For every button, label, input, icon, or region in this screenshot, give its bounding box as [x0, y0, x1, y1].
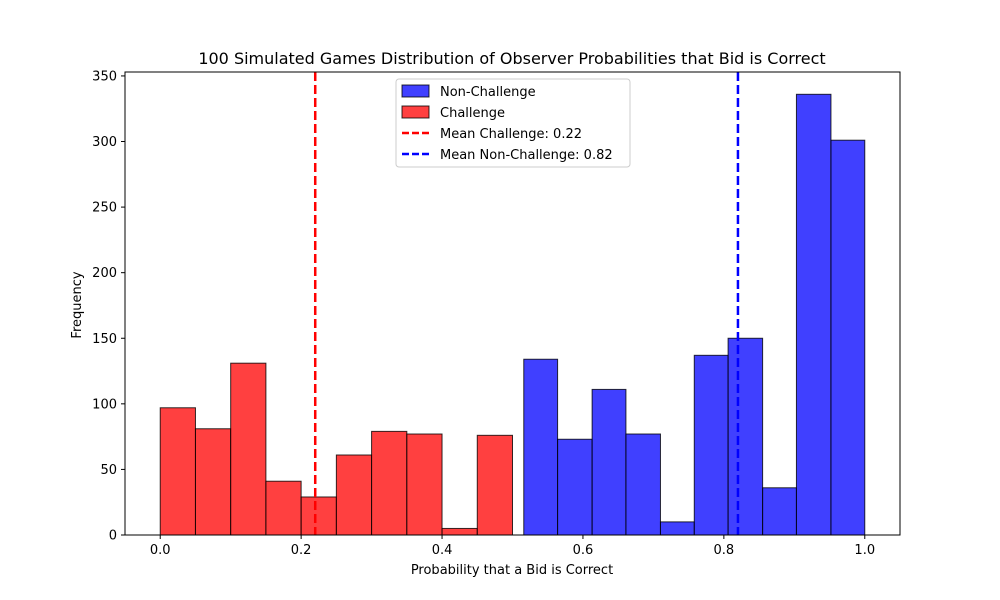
histogram-bar-challenge-1	[194, 428, 232, 536]
x-tick-label-5: 1.0	[854, 543, 875, 558]
histogram-bar-non-challenge-7	[762, 487, 797, 536]
legend: Non-Challenge Challenge Mean Challenge: 0.…	[395, 78, 631, 168]
histogram-bar-non-challenge-4	[659, 521, 695, 536]
y-tick-label-5: 250	[92, 201, 117, 216]
histogram-bar-challenge-0	[159, 407, 196, 536]
legend-label-1: Challenge	[440, 106, 505, 121]
plot-area: 0.0 0.2 0.4 0.6 0.8 1.0 0 50 100 150 200 250 300 350	[92, 69, 901, 558]
histogram-bar-non-challenge-1	[557, 438, 593, 536]
histogram-bar-challenge-9	[476, 434, 514, 536]
y-tick-label-0: 0	[109, 529, 117, 544]
histogram-bar-challenge-4	[300, 496, 337, 536]
histogram-bar-challenge-6	[371, 430, 408, 536]
histogram-bar-non-challenge-0	[523, 358, 559, 536]
x-tick-label-2: 0.4	[432, 543, 453, 558]
histogram-bar-non-challenge-9	[830, 139, 866, 536]
histogram-bar-challenge-8	[441, 527, 478, 536]
legend-swatch-1	[401, 105, 430, 119]
x-tick-label-1: 0.2	[291, 543, 312, 558]
y-tick-label-6: 300	[92, 135, 117, 150]
histogram-bar-non-challenge-6	[727, 337, 764, 536]
histogram-bar-challenge-7	[406, 433, 443, 536]
histogram-bar-challenge-3	[265, 480, 302, 536]
x-tick-label-3: 0.6	[573, 543, 594, 558]
chart-title: 100 Simulated Games Distribution of Obse…	[198, 49, 825, 68]
histogram-bar-challenge-5	[335, 454, 373, 536]
histogram-bar-non-challenge-2	[591, 388, 627, 536]
axes-frame	[124, 71, 901, 536]
y-tick-label-2: 100	[92, 397, 117, 412]
histogram-bar-non-challenge-3	[625, 433, 661, 536]
legend-label-3: Mean Non-Challenge: 0.82	[440, 148, 613, 163]
histogram-bar-non-challenge-5	[693, 354, 729, 536]
histogram-bar-non-challenge-8	[795, 93, 832, 536]
x-axis-label: Probability that a Bid is Correct	[411, 563, 613, 578]
legend-box	[395, 78, 631, 168]
legend-label-2: Mean Challenge: 0.22	[440, 127, 582, 142]
histogram-bar-challenge-2	[230, 362, 267, 536]
y-tick-label-1: 50	[100, 463, 117, 478]
legend-swatch-0	[401, 84, 430, 98]
legend-label-0: Non-Challenge	[440, 85, 536, 100]
y-tick-label-3: 150	[92, 332, 117, 347]
y-tick-label-4: 200	[92, 266, 117, 281]
y-axis-label: Frequency	[70, 271, 85, 338]
y-tick-label-7: 350	[92, 69, 117, 84]
x-tick-label-0: 0.0	[150, 543, 171, 558]
x-tick-label-4: 0.8	[714, 543, 735, 558]
